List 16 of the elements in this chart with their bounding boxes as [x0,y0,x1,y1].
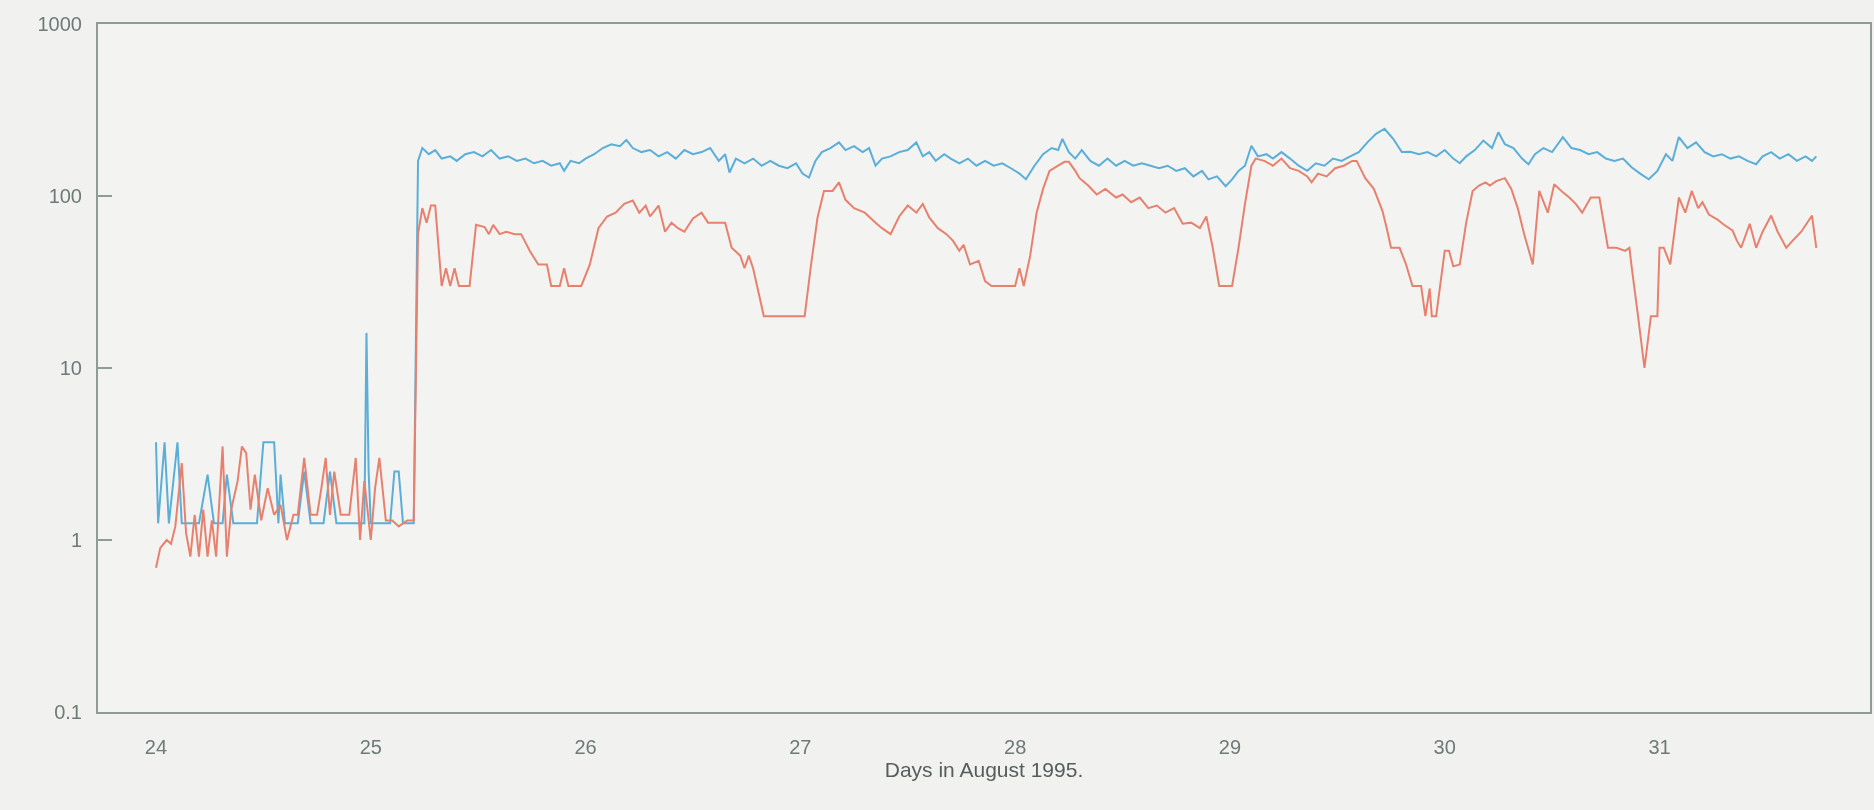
x-tick-label: 27 [789,736,812,758]
x-tick-label: 25 [359,736,382,758]
x-tick-label: 29 [1218,736,1242,758]
y-tick-label: 100 [48,185,82,207]
line-series [154,127,1818,525]
y-tick-label: 0.1 [54,701,82,723]
x-axis-title: Days in August 1995. [884,758,1084,781]
x-tick-label: 24 [144,736,168,758]
x-tick-label: 30 [1433,736,1456,758]
x-tick-label: 31 [1648,736,1671,758]
x-tick-label: 26 [574,736,597,758]
y-tick-label: 1000 [37,13,82,35]
y-tick-label: 1 [70,529,82,551]
x-tick-label: 28 [1004,736,1027,758]
line-series [154,157,1818,569]
y-tick-label: 10 [59,357,82,379]
